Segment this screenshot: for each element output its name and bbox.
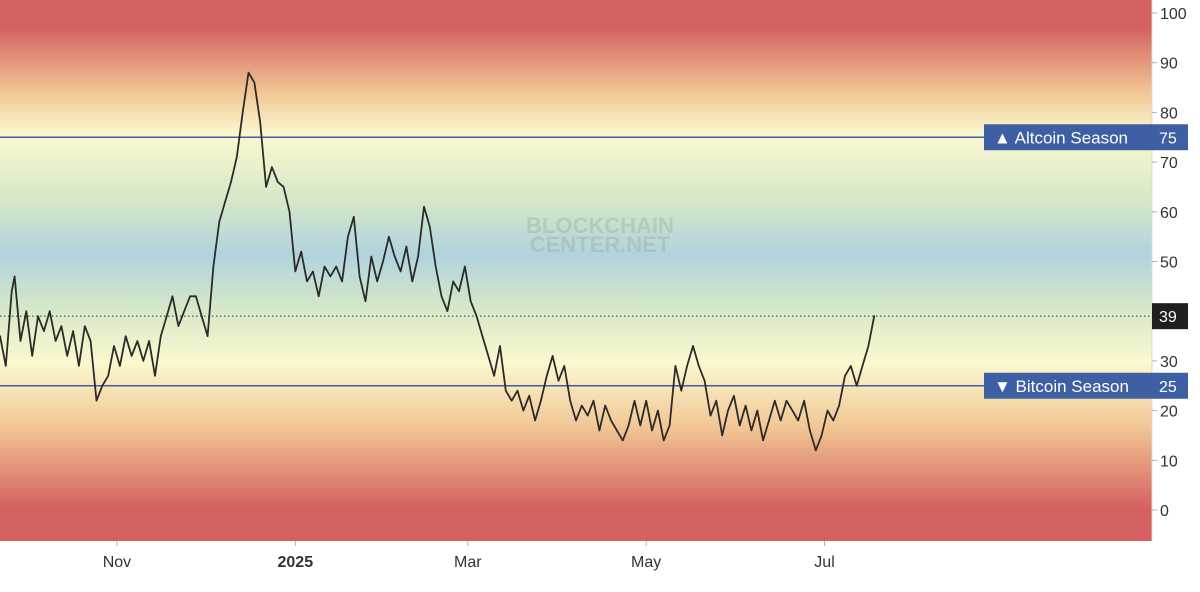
current-value-label-group: 39 xyxy=(1152,303,1188,330)
altcoin-season-value-box xyxy=(1152,124,1188,151)
bitcoin-season-label: ▼ Bitcoin Season xyxy=(994,377,1129,396)
threshold-labels: ▲ Altcoin Season 75 ▼ Bitcoin Season 25 xyxy=(984,124,1188,399)
x-tick-label: May xyxy=(631,554,661,571)
x-tick-label: 2025 xyxy=(278,554,314,571)
watermark: BLOCKCHAIN CENTER.NET xyxy=(526,213,674,257)
altcoin-season-label-box xyxy=(984,124,1152,151)
bitcoin-season-value-box xyxy=(1152,372,1188,399)
y-tick-label: 10 xyxy=(1160,453,1178,470)
x-tick-label: Nov xyxy=(103,554,131,571)
y-tick-label: 70 xyxy=(1160,155,1178,172)
altcoin-season-label: ▲ Altcoin Season xyxy=(994,128,1128,147)
y-tick-label: 0 xyxy=(1160,503,1169,520)
bitcoin-season-label-box xyxy=(984,372,1152,399)
x-axis-area xyxy=(0,541,1200,587)
y-tick-label: 60 xyxy=(1160,205,1178,222)
y-axis: 0102030405060708090100 xyxy=(1152,6,1187,520)
index-series xyxy=(0,71,876,452)
y-tick-label: 90 xyxy=(1160,56,1178,73)
series-line-0 xyxy=(0,71,876,452)
current-value-box xyxy=(1152,303,1188,330)
watermark-line-1: BLOCKCHAIN xyxy=(526,213,674,238)
x-axis: Nov 2025 Mar May Jul xyxy=(103,541,835,571)
x-tick-label: Jul xyxy=(814,554,834,571)
y-tick-label: 80 xyxy=(1160,105,1178,122)
altcoin-season-value: 75 xyxy=(1159,130,1177,147)
y-tick-label: 100 xyxy=(1160,6,1187,23)
current-value-label: 39 xyxy=(1159,309,1177,326)
y-tick-label: 30 xyxy=(1160,354,1178,371)
y-tick-label: 20 xyxy=(1160,404,1178,421)
y-tick-label: 50 xyxy=(1160,255,1178,272)
x-tick-label: Mar xyxy=(454,554,482,571)
sentiment-gradient-background xyxy=(0,0,1152,541)
threshold-lines xyxy=(0,136,1152,387)
watermark-line-2: CENTER.NET xyxy=(530,232,671,257)
bitcoin-season-value: 25 xyxy=(1159,379,1177,396)
